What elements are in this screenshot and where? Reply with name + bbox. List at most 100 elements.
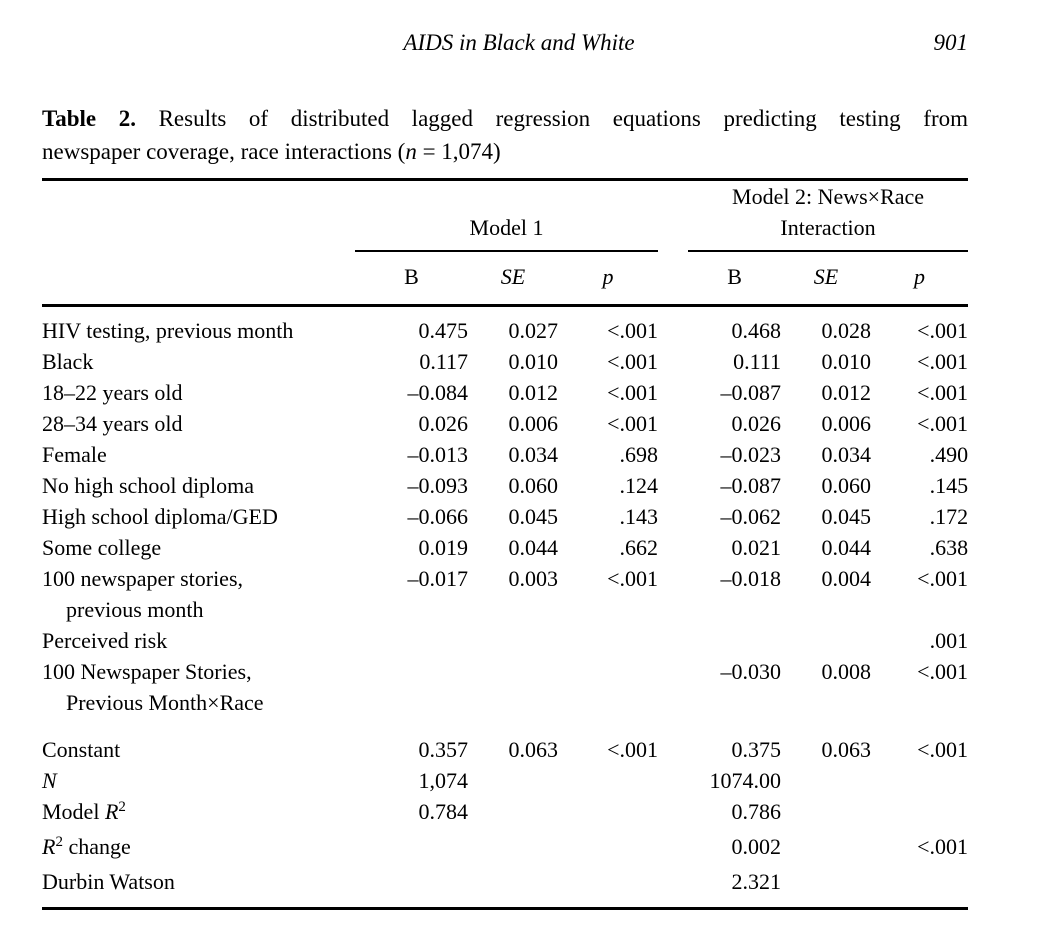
- m1-b-cell: –0.017: [407, 566, 469, 591]
- m1-b-cell: –0.066: [407, 504, 469, 529]
- gap-cell: [658, 866, 688, 909]
- m2-b-cell: –0.023: [720, 442, 782, 467]
- m1-b-cell: 0.357: [418, 737, 469, 762]
- m2-b-cell: 0.021: [731, 535, 782, 560]
- table-caption: Table 2. Results of distributed lagged r…: [42, 102, 968, 168]
- model2-group-header: Model 2: News×Race Interaction: [688, 179, 969, 252]
- m2-se-cell: 0.004: [821, 566, 872, 591]
- m2-b-cell: 1074.00: [709, 768, 782, 793]
- row-label: High school diploma/GED: [42, 504, 278, 529]
- m1-p-cell: [558, 625, 658, 656]
- m1-p-cell: <.001: [607, 349, 659, 374]
- m1-p-cell: [558, 656, 658, 718]
- m2-p-cell: .001: [929, 628, 969, 653]
- m1-p-cell: <.001: [607, 380, 659, 405]
- column-gap: [658, 179, 689, 307]
- m2-p-cell: .490: [929, 442, 969, 467]
- caption-table-label: Table 2.: [42, 106, 136, 131]
- m1-p-cell: <.001: [607, 737, 659, 762]
- table-row-100-newspaper-stories-race: 100 Newspaper Stories, Previous Month×Rac…: [42, 656, 968, 718]
- table-row-constant: Constant 0.357 0.063 <.001 0.375 0.063 <…: [42, 734, 968, 765]
- gap-cell: [658, 765, 688, 796]
- row-label: HIV testing, previous month: [42, 318, 294, 343]
- regression-table: Model 1 Model 2: News×Race Interaction B …: [42, 178, 969, 910]
- m2-p-cell: [871, 796, 968, 831]
- row-label: 100 Newspaper Stories, Previous Month×Rac…: [42, 659, 264, 715]
- gap-cell: [658, 563, 688, 625]
- table-row-model-r2: Model R2 0.784 0.786: [42, 796, 968, 831]
- gap-cell: [658, 439, 688, 470]
- m2-se-cell: 0.063: [821, 737, 872, 762]
- table-row-100-newspaper-stories: 100 newspaper stories, previous month –0.…: [42, 563, 968, 625]
- row-label: Black: [42, 349, 94, 374]
- row-label: R2 change: [42, 834, 131, 859]
- m2-p-cell: <.001: [917, 411, 969, 436]
- row-label: 100 newspaper stories, previous month: [42, 566, 244, 622]
- m2-p-cell: <.001: [917, 349, 969, 374]
- m2-se-cell: [781, 625, 871, 656]
- m2-se-cell: 0.045: [821, 504, 872, 529]
- m1-b-cell: –0.093: [407, 473, 469, 498]
- row-label: Durbin Watson: [42, 869, 175, 894]
- m1-b-cell: [355, 625, 468, 656]
- row-label: 28–34 years old: [42, 411, 183, 436]
- table-row-hs-diploma-ged: High school diploma/GED –0.066 0.045 .14…: [42, 501, 968, 532]
- gap-cell: [658, 470, 688, 501]
- m2-b-cell: 0.375: [731, 737, 782, 762]
- m2-se-cell: [781, 796, 871, 831]
- m2-se-cell: 0.028: [821, 318, 872, 343]
- table-row-n: N 1,074 1074.00: [42, 765, 968, 796]
- m1-p-cell: [558, 831, 658, 866]
- m2-p-cell: <.001: [917, 659, 969, 684]
- m1-b-cell: [355, 866, 468, 909]
- m1-se-cell: 0.034: [508, 442, 559, 467]
- group-header-row: Model 1 Model 2: News×Race Interaction: [42, 179, 969, 307]
- m2-p-cell: [871, 765, 968, 796]
- m1-se-cell: 0.006: [508, 411, 559, 436]
- m1-p-cell: [558, 765, 658, 796]
- table-row-r2-change: R2 change 0.002 <.001: [42, 831, 968, 866]
- gap-cell: [658, 796, 688, 831]
- row-label: No high school diploma: [42, 473, 255, 498]
- m1-b-cell: 0.117: [419, 349, 468, 374]
- m2-b-cell: –0.030: [720, 659, 782, 684]
- m1-p-cell: .662: [619, 535, 659, 560]
- m1-se-cell: [468, 656, 558, 718]
- gap-cell: [658, 306, 688, 347]
- m1-se-cell: 0.045: [508, 504, 559, 529]
- m1-se-cell: 0.027: [508, 318, 559, 343]
- table-row-18-22: 18–22 years old –0.084 0.012 <.001 –0.08…: [42, 377, 968, 408]
- table-row-no-hs-diploma: No high school diploma –0.093 0.060 .124…: [42, 470, 968, 501]
- m1-se-cell: [468, 866, 558, 909]
- m2-b-header: B: [688, 251, 782, 307]
- model1-group-header: Model 1: [355, 179, 659, 252]
- m1-p-cell: [558, 796, 658, 831]
- m2-b-cell: –0.018: [720, 566, 782, 591]
- m2-p-cell: [871, 866, 968, 909]
- caption-n-symbol: n: [405, 139, 417, 164]
- row-label: Perceived risk: [42, 628, 168, 653]
- page-number: 901: [933, 30, 969, 55]
- m1-se-cell: 0.044: [508, 535, 559, 560]
- m2-p-cell: <.001: [917, 737, 969, 762]
- m2-se-cell: 0.034: [821, 442, 872, 467]
- m2-se-cell: [781, 765, 871, 796]
- m2-b-cell: 2.321: [731, 869, 782, 894]
- running-head-title: AIDS in Black and White: [403, 30, 635, 55]
- m1-se-cell: 0.010: [508, 349, 559, 374]
- m2-b-cell: –0.062: [720, 504, 782, 529]
- m2-p-cell: .638: [929, 535, 969, 560]
- m1-se-cell: 0.012: [508, 380, 559, 405]
- table-row-black: Black 0.117 0.010 <.001 0.111 0.010 <.00…: [42, 346, 968, 377]
- m1-b-cell: 0.026: [418, 411, 469, 436]
- caption-line-1: Table 2. Results of distributed lagged r…: [42, 102, 968, 135]
- m2-se-cell: 0.012: [821, 380, 872, 405]
- m2-b-cell: [688, 625, 781, 656]
- m2-b-cell: 0.002: [731, 834, 782, 859]
- m2-p-cell: <.001: [917, 380, 969, 405]
- m1-p-cell: [558, 866, 658, 909]
- column-header-row: B SE p B SE p: [42, 251, 969, 307]
- gap-cell: [658, 408, 688, 439]
- table-row-28-34: 28–34 years old 0.026 0.006 <.001 0.026 …: [42, 408, 968, 439]
- m1-p-cell: .698: [619, 442, 659, 467]
